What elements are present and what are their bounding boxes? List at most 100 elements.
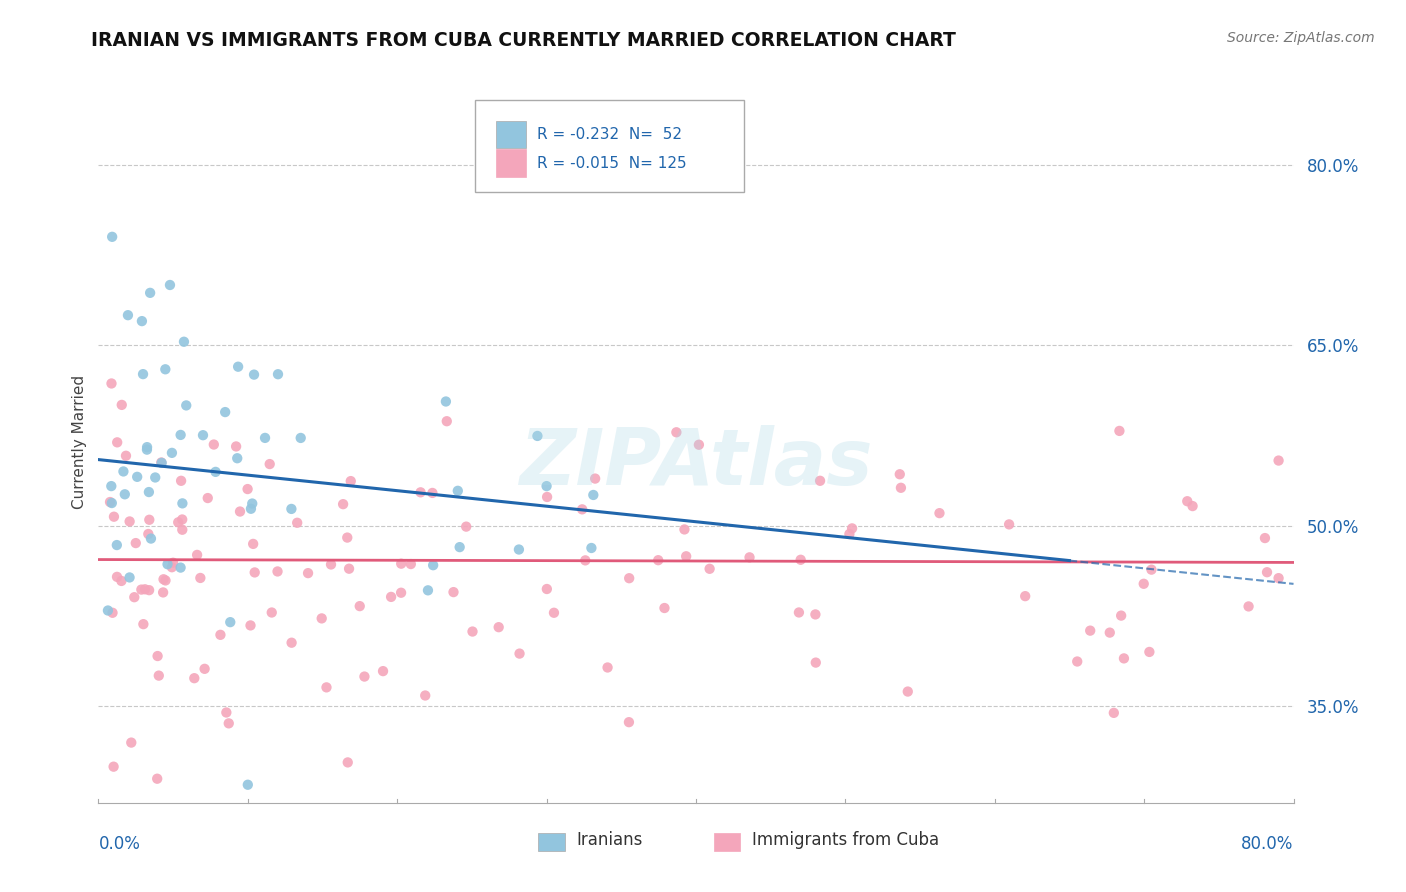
Point xyxy=(285,516,308,530)
Point xyxy=(226,451,249,466)
Point xyxy=(160,446,183,460)
Point xyxy=(434,394,457,409)
FancyBboxPatch shape xyxy=(475,100,744,193)
Point xyxy=(160,560,183,574)
Point xyxy=(98,495,121,509)
Point xyxy=(172,523,194,537)
Point xyxy=(188,571,211,585)
Point xyxy=(204,465,226,479)
Point xyxy=(174,398,197,412)
Point xyxy=(337,562,360,576)
Point xyxy=(267,368,290,382)
Point xyxy=(101,606,124,620)
Point xyxy=(1137,645,1160,659)
Point xyxy=(215,706,238,720)
Point xyxy=(583,472,606,486)
Point xyxy=(115,449,138,463)
Point xyxy=(156,558,179,572)
Point xyxy=(443,585,465,599)
Point xyxy=(103,509,125,524)
Point xyxy=(120,735,142,749)
Point xyxy=(118,570,141,584)
Point xyxy=(409,485,432,500)
Point xyxy=(239,618,262,632)
Point xyxy=(804,607,827,622)
Point xyxy=(260,606,283,620)
Point xyxy=(380,590,402,604)
Point xyxy=(449,540,471,554)
Point xyxy=(654,601,676,615)
Point xyxy=(146,648,169,663)
Point xyxy=(1109,608,1132,623)
Point xyxy=(290,431,312,445)
Point xyxy=(808,474,831,488)
Point xyxy=(225,439,247,453)
Point xyxy=(699,562,721,576)
Point xyxy=(998,517,1021,532)
Point xyxy=(103,760,125,774)
Point xyxy=(127,470,149,484)
Point xyxy=(582,488,605,502)
Point xyxy=(239,501,262,516)
Text: Iranians: Iranians xyxy=(576,831,643,849)
Text: R = -0.015  N= 125: R = -0.015 N= 125 xyxy=(537,156,686,170)
Point xyxy=(353,669,375,683)
Point xyxy=(105,570,128,584)
Point xyxy=(259,457,281,471)
Point xyxy=(138,485,160,500)
Point xyxy=(536,479,558,493)
Point xyxy=(673,523,696,537)
Point xyxy=(114,487,136,501)
Point xyxy=(928,506,950,520)
Point xyxy=(202,437,225,451)
Point xyxy=(897,684,920,698)
Point xyxy=(209,628,232,642)
Point xyxy=(416,583,439,598)
Point xyxy=(172,512,194,526)
Point xyxy=(1175,494,1198,508)
Point xyxy=(118,515,141,529)
Point xyxy=(389,557,412,571)
Point xyxy=(339,474,361,488)
Point xyxy=(1014,589,1036,603)
Point xyxy=(111,398,134,412)
Point xyxy=(136,440,159,454)
Point xyxy=(665,425,688,440)
Point xyxy=(183,671,205,685)
Point xyxy=(97,603,120,617)
Point xyxy=(838,527,860,541)
Point xyxy=(509,647,531,661)
Point xyxy=(139,532,162,546)
Point xyxy=(349,599,371,614)
Point xyxy=(170,474,193,488)
Point xyxy=(197,491,219,505)
Point xyxy=(240,496,263,510)
Point xyxy=(787,606,810,620)
Point xyxy=(581,541,603,555)
Point xyxy=(105,435,128,450)
Point xyxy=(159,277,181,292)
Point xyxy=(146,772,169,786)
Point xyxy=(218,716,240,731)
Point xyxy=(132,367,155,381)
Point xyxy=(167,516,190,530)
Point xyxy=(226,359,249,374)
Point xyxy=(148,668,170,682)
Point xyxy=(571,502,593,516)
Point xyxy=(236,482,259,496)
Text: Source: ZipAtlas.com: Source: ZipAtlas.com xyxy=(1227,31,1375,45)
Point xyxy=(117,308,139,322)
Point xyxy=(422,486,444,500)
Bar xyxy=(496,150,526,177)
Point xyxy=(254,431,277,445)
Point xyxy=(243,566,266,580)
Point xyxy=(173,334,195,349)
Point xyxy=(101,229,124,244)
Point xyxy=(336,531,359,545)
Point xyxy=(191,428,214,442)
Point xyxy=(110,574,132,588)
Point xyxy=(447,483,470,498)
Point xyxy=(105,538,128,552)
Point xyxy=(152,585,174,599)
Point xyxy=(1108,424,1130,438)
